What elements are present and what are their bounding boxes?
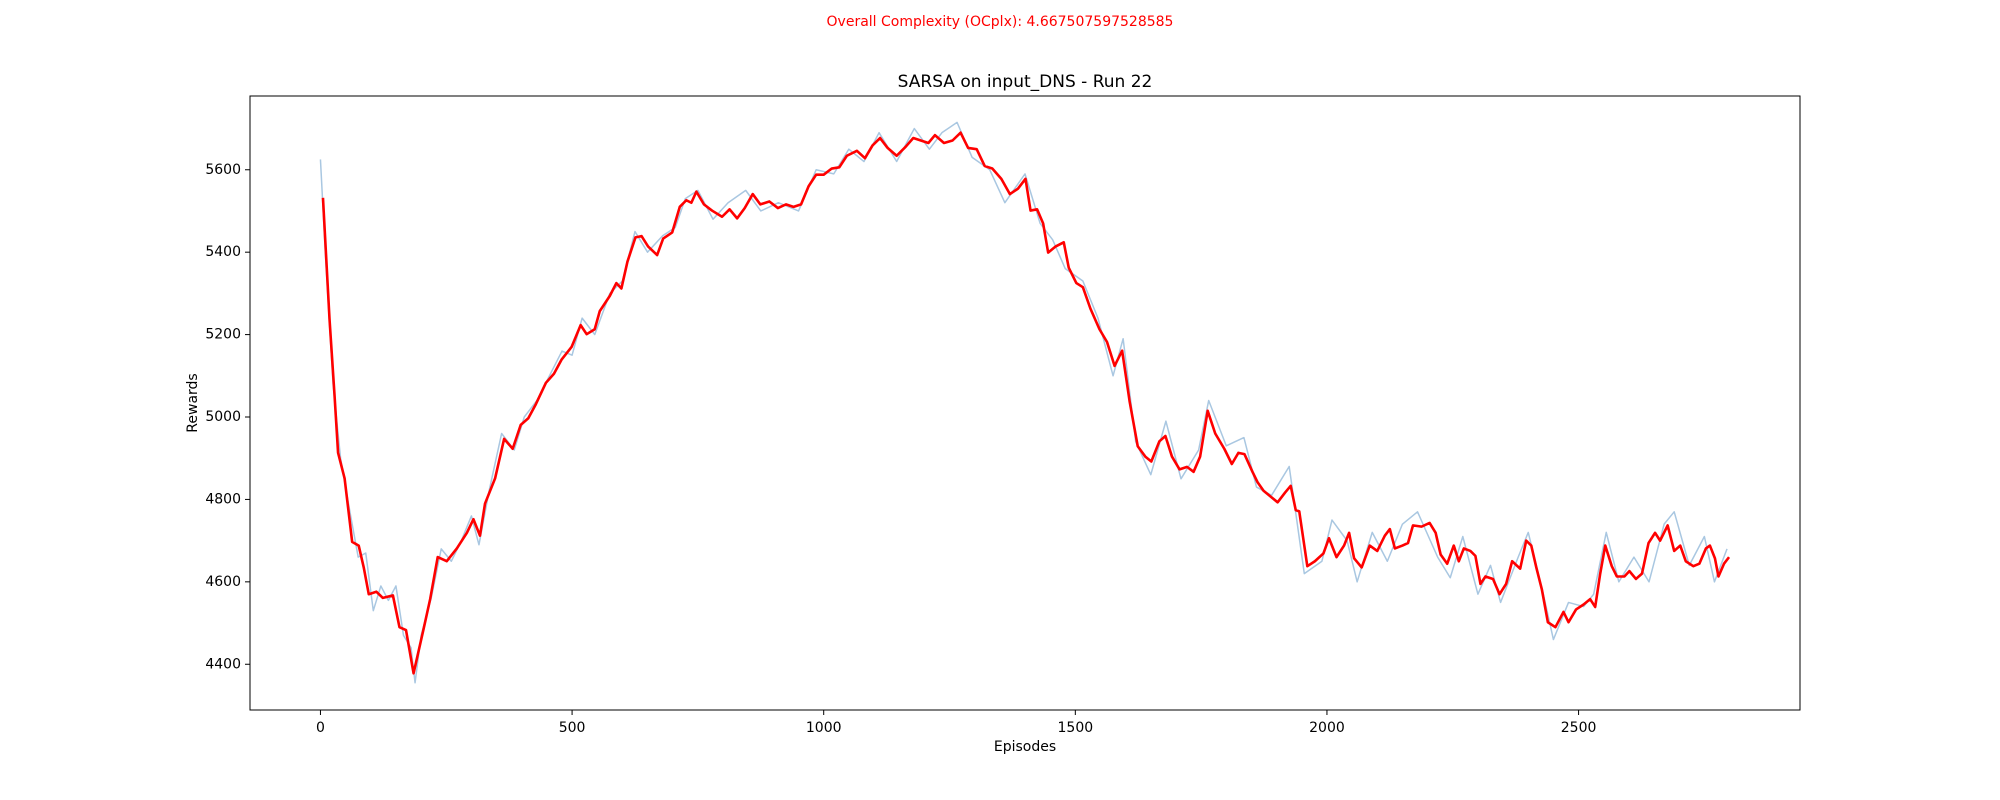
y-tick-label: 5000 xyxy=(205,409,241,425)
series-line xyxy=(321,131,1731,675)
chart-title: SARSA on input_DNS - Run 22 xyxy=(898,72,1153,92)
x-axis-label: Episodes xyxy=(994,739,1056,755)
figure-subtitle: Overall Complexity (OCplx): 4.6675075975… xyxy=(827,14,1174,30)
y-axis-label: Rewards xyxy=(185,373,201,432)
x-tick-label: 0 xyxy=(316,720,325,736)
x-tick-label: 1500 xyxy=(1058,720,1094,736)
plot-frame xyxy=(249,95,1801,711)
y-tick-label: 5400 xyxy=(205,244,241,260)
y-tick-label: 4400 xyxy=(205,656,241,672)
x-tick-label: 500 xyxy=(559,720,586,736)
y-tick-label: 4600 xyxy=(205,574,241,590)
x-tick-label: 2000 xyxy=(1309,720,1345,736)
x-tick-label: 2500 xyxy=(1561,720,1597,736)
x-tick-label: 1000 xyxy=(806,720,842,736)
y-tick-label: 4800 xyxy=(205,491,241,507)
y-tick-label: 5200 xyxy=(205,327,241,343)
y-tick-label: 5600 xyxy=(205,162,241,178)
series-line xyxy=(319,121,1728,684)
